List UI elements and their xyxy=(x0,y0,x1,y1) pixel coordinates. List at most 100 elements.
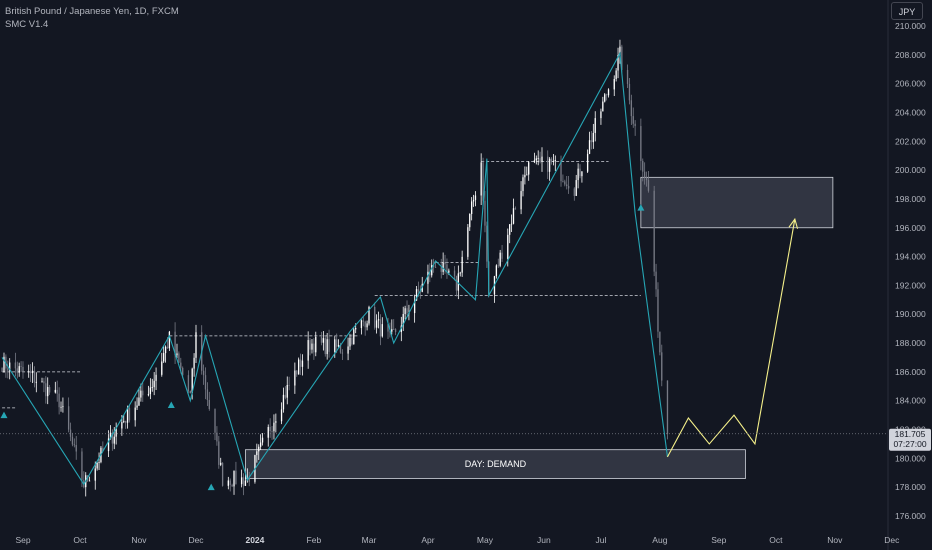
candle-body xyxy=(355,328,357,330)
zone-box xyxy=(640,176,834,229)
candle-body xyxy=(163,353,165,362)
candle-body xyxy=(138,397,140,406)
currency-button[interactable]: JPY xyxy=(891,2,923,20)
candle-body xyxy=(566,184,568,187)
candle-body xyxy=(480,162,482,196)
candle-body xyxy=(313,343,315,353)
candle-body xyxy=(377,319,380,321)
candle-body xyxy=(67,406,70,430)
candle-body xyxy=(248,478,250,482)
candle-body xyxy=(394,329,397,333)
candle-body xyxy=(294,370,296,386)
candle-body xyxy=(349,337,351,347)
candle-body xyxy=(579,168,581,177)
candle-body xyxy=(301,360,304,367)
time-tick-label: Apr xyxy=(421,535,434,545)
candle-body xyxy=(96,462,98,469)
candle-body xyxy=(134,407,136,421)
candle-body xyxy=(155,374,157,381)
candle-body xyxy=(109,432,112,439)
candle-body xyxy=(182,367,184,376)
candle-body xyxy=(107,438,110,452)
candle-body xyxy=(470,201,473,214)
candle-body xyxy=(497,265,499,267)
candle-body xyxy=(590,140,593,143)
candle-body xyxy=(387,324,389,332)
candle-body xyxy=(404,308,406,315)
candle-body xyxy=(282,394,285,410)
candle-body xyxy=(58,393,60,408)
candle-body xyxy=(413,300,416,314)
candle-body xyxy=(326,339,328,355)
candle-body xyxy=(54,389,56,393)
candle-body xyxy=(140,390,142,398)
time-tick-label: Oct xyxy=(73,535,87,545)
price-tick-label: 206.000 xyxy=(895,79,926,89)
time-tick-label: Dec xyxy=(188,535,204,545)
candle-body xyxy=(231,484,233,487)
candle-body xyxy=(417,289,420,292)
price-tick-label: 176.000 xyxy=(895,511,926,521)
candle-body xyxy=(3,356,5,372)
candle-body xyxy=(393,329,395,330)
up-marker-icon xyxy=(637,204,645,211)
candle-body xyxy=(402,314,404,326)
time-tick-label: May xyxy=(477,535,494,545)
candle-body xyxy=(273,422,275,432)
candle-body xyxy=(522,177,524,192)
indicator-name: SMC V1.4 xyxy=(5,19,49,30)
candle-body xyxy=(320,336,323,343)
candle-body xyxy=(459,272,461,274)
candle-body xyxy=(653,190,655,272)
time-axis[interactable]: Sep Oct Nov Dec 2024 Feb Mar Apr May Jun Jul Aug Sep… xyxy=(15,535,900,545)
candle-body xyxy=(275,421,277,423)
candle-body xyxy=(575,180,577,196)
candle-body xyxy=(261,437,264,443)
symbol-title: British Pound / Japanese Yen, 1D, FXCM xyxy=(5,6,179,17)
candle-body xyxy=(501,252,503,259)
candle-body xyxy=(353,329,355,345)
countdown-value: 07:27:00 xyxy=(893,439,926,449)
candle-body xyxy=(286,385,288,398)
price-tick-label: 178.000 xyxy=(895,482,926,492)
candle-body xyxy=(161,361,163,375)
candle-body xyxy=(628,83,631,101)
candle-body xyxy=(271,431,273,432)
candle-body xyxy=(495,265,498,277)
candle-body xyxy=(364,321,366,328)
time-tick-label: Feb xyxy=(307,535,322,545)
candle-body xyxy=(351,337,353,345)
projection-layer xyxy=(666,217,799,458)
candle-body xyxy=(588,140,591,154)
time-tick-label: 2024 xyxy=(245,535,264,545)
candle-body xyxy=(643,171,646,178)
candle-body xyxy=(446,264,448,273)
candle-body xyxy=(661,352,663,381)
candle-body xyxy=(336,339,338,347)
candle-body xyxy=(360,320,363,329)
candle-body xyxy=(324,338,326,355)
price-tick-label: 204.000 xyxy=(895,107,926,117)
candle-body xyxy=(647,180,650,191)
candle-body xyxy=(537,158,539,159)
candle-body xyxy=(9,362,11,371)
candle-body xyxy=(562,181,564,182)
zone-label: DAY: DEMAND xyxy=(465,459,527,469)
candle-body xyxy=(1,367,3,372)
candle-body xyxy=(605,94,608,96)
candle-body xyxy=(600,111,602,119)
candle-body xyxy=(539,158,541,162)
price-tick-label: 208.000 xyxy=(895,50,926,60)
candle-body xyxy=(453,270,456,277)
candle-body xyxy=(47,387,49,397)
candle-body xyxy=(440,267,442,272)
candle-body xyxy=(406,308,408,314)
candle-body xyxy=(14,362,17,369)
candle-body xyxy=(189,391,191,394)
candle-body xyxy=(41,381,43,383)
candle-body xyxy=(43,381,45,384)
candle-body xyxy=(62,406,64,408)
candle-body xyxy=(434,267,437,268)
candle-body xyxy=(206,389,209,400)
